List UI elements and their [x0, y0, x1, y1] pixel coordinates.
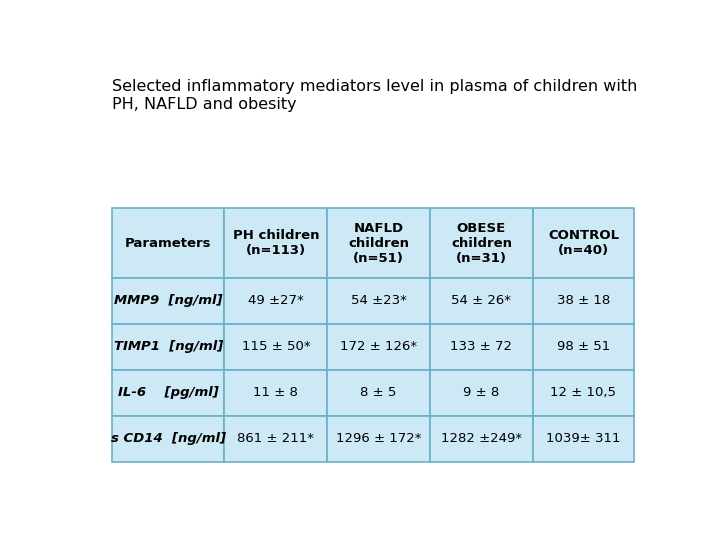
Text: 98 ± 51: 98 ± 51 [557, 340, 610, 354]
Bar [225, 208, 328, 278]
Text: 38 ± 18: 38 ± 18 [557, 294, 610, 307]
Bar [112, 324, 225, 370]
Bar [225, 416, 328, 462]
Text: 1282 ±249*: 1282 ±249* [441, 433, 522, 446]
Text: s CD14  [ng/ml]: s CD14 [ng/ml] [111, 433, 226, 446]
Bar [328, 370, 430, 416]
Text: 172 ± 126*: 172 ± 126* [340, 340, 417, 354]
Bar [430, 370, 533, 416]
Text: 12 ± 10,5: 12 ± 10,5 [551, 387, 616, 400]
Text: 1296 ± 172*: 1296 ± 172* [336, 433, 421, 446]
Bar [533, 324, 634, 370]
Bar [328, 278, 430, 324]
Text: Selected inflammatory mediators level in plasma of children with
PH, NAFLD and o: Selected inflammatory mediators level in… [112, 79, 638, 112]
Bar [112, 370, 225, 416]
Bar [225, 278, 328, 324]
Text: 54 ± 26*: 54 ± 26* [451, 294, 511, 307]
Bar [328, 324, 430, 370]
Bar [112, 208, 225, 278]
Text: 11 ± 8: 11 ± 8 [253, 387, 298, 400]
Text: 49 ±27*: 49 ±27* [248, 294, 304, 307]
Text: MMP9  [ng/ml]: MMP9 [ng/ml] [114, 294, 222, 307]
Text: 8 ± 5: 8 ± 5 [361, 387, 397, 400]
Text: IL-6    [pg/ml]: IL-6 [pg/ml] [118, 387, 219, 400]
Bar [533, 416, 634, 462]
Text: 133 ± 72: 133 ± 72 [451, 340, 513, 354]
Bar [533, 208, 634, 278]
Text: 54 ±23*: 54 ±23* [351, 294, 407, 307]
Text: Parameters: Parameters [125, 237, 212, 249]
Text: TIMP1  [ng/ml]: TIMP1 [ng/ml] [114, 340, 223, 354]
Text: 1039± 311: 1039± 311 [546, 433, 621, 446]
Bar [328, 208, 430, 278]
Bar [225, 370, 328, 416]
Bar [225, 324, 328, 370]
Text: 9 ± 8: 9 ± 8 [463, 387, 500, 400]
Bar [430, 324, 533, 370]
Bar [112, 278, 225, 324]
Bar [430, 208, 533, 278]
Bar [430, 416, 533, 462]
Text: 861 ± 211*: 861 ± 211* [238, 433, 315, 446]
Text: PH children
(n=113): PH children (n=113) [233, 229, 319, 257]
Bar [533, 278, 634, 324]
Bar [328, 416, 430, 462]
Text: NAFLD
children
(n=51): NAFLD children (n=51) [348, 221, 409, 265]
Bar [430, 278, 533, 324]
Text: CONTROL
(n=40): CONTROL (n=40) [548, 229, 619, 257]
Text: 115 ± 50*: 115 ± 50* [242, 340, 310, 354]
Bar [533, 370, 634, 416]
Bar [112, 416, 225, 462]
Text: OBESE
children
(n=31): OBESE children (n=31) [451, 221, 512, 265]
